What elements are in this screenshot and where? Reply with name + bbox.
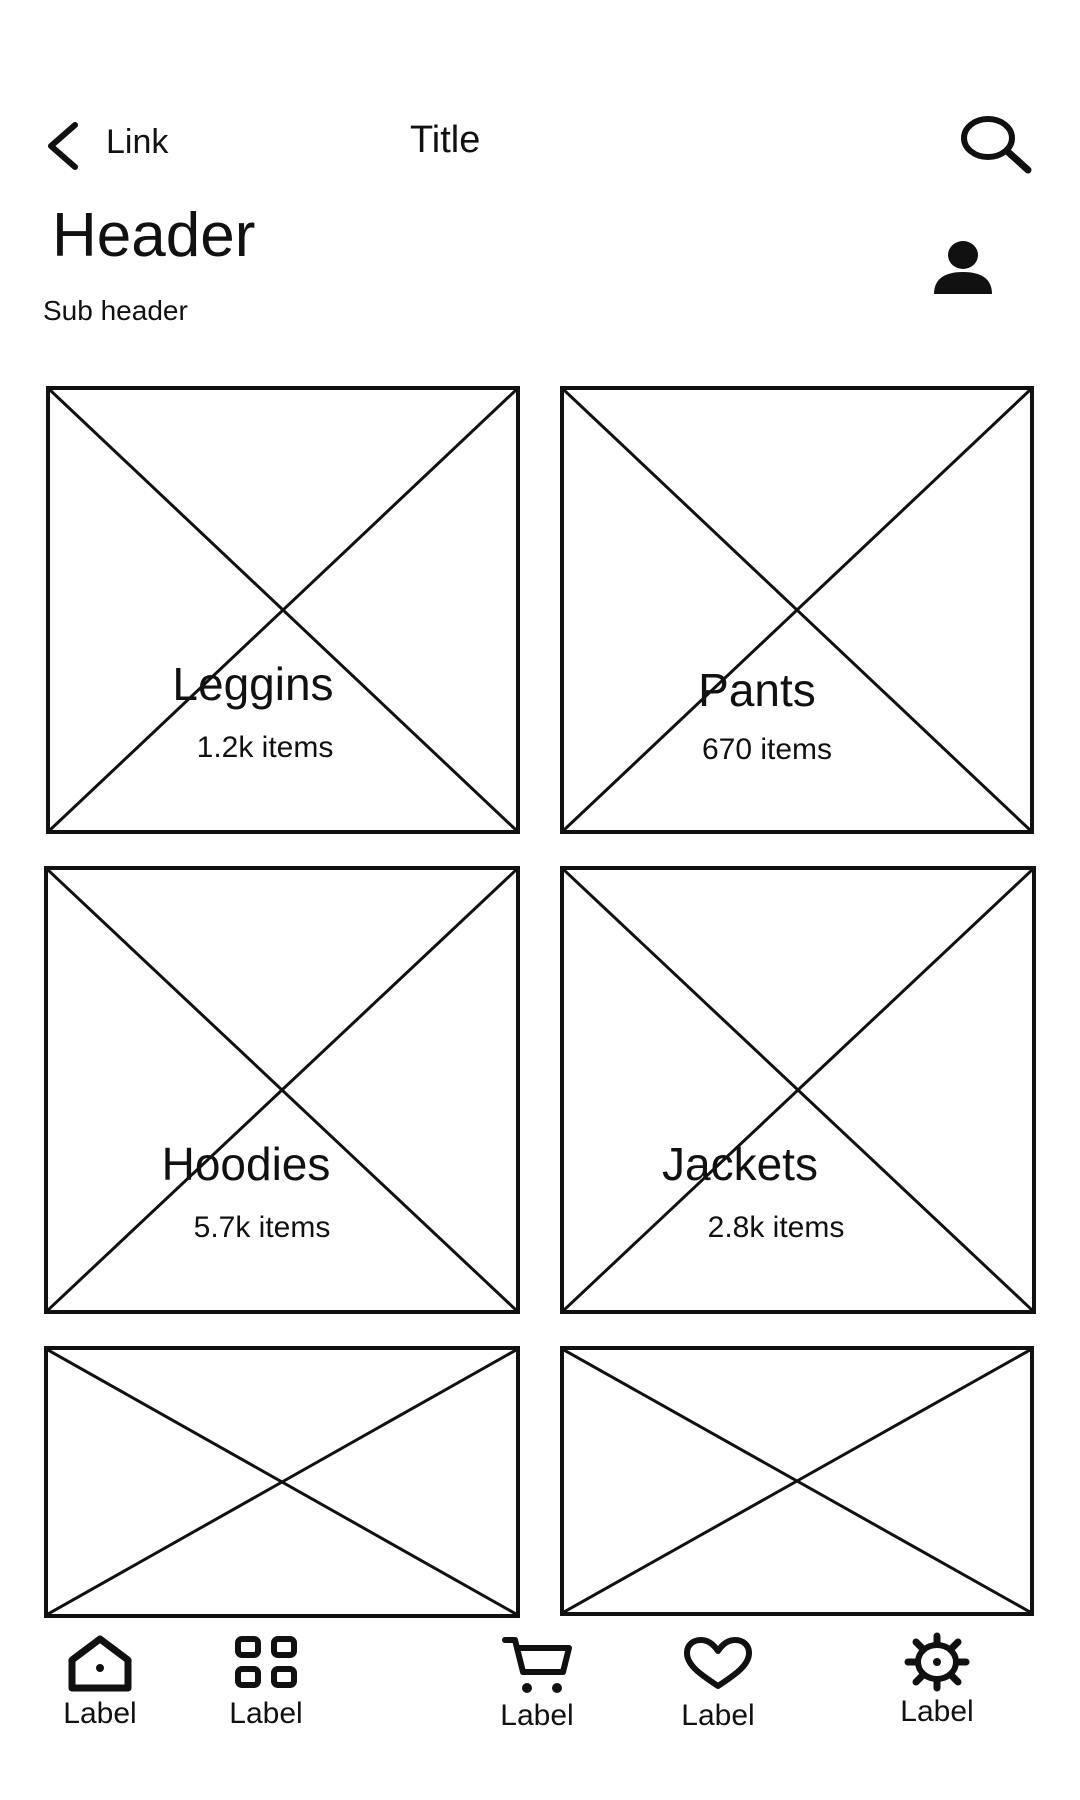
bottom-nav-cart[interactable]: Label	[462, 1634, 612, 1744]
tile-title: Jackets	[662, 1138, 818, 1190]
bottom-nav-home[interactable]: Label	[25, 1634, 175, 1744]
back-button[interactable]	[40, 118, 86, 174]
tile-title: Leggins	[172, 658, 334, 710]
gear-icon	[904, 1632, 970, 1692]
bottom-nav-label: Label	[900, 1695, 974, 1728]
category-tile[interactable]	[44, 1346, 520, 1618]
bottom-nav-label: Label	[500, 1699, 574, 1732]
image-placeholder	[50, 390, 516, 830]
tile-count: 1.2k items	[196, 731, 334, 764]
page-header: Header	[52, 201, 256, 270]
bottom-nav-label: Label	[681, 1699, 755, 1732]
search-button[interactable]	[958, 112, 1034, 178]
bottom-nav-favorites[interactable]: Label	[643, 1636, 793, 1746]
avatar[interactable]	[932, 238, 994, 298]
bottom-nav-label: Label	[63, 1697, 137, 1730]
tile-title: Pants	[698, 664, 816, 716]
image-placeholder	[48, 1350, 516, 1614]
page-subheader: Sub header	[43, 295, 188, 326]
category-tile-hoodies[interactable]: Hoodies 5.7k items	[44, 866, 520, 1314]
image-placeholder	[564, 1350, 1030, 1612]
image-placeholder	[48, 870, 516, 1310]
tile-count: 2.8k items	[707, 1211, 845, 1244]
user-icon	[934, 241, 992, 294]
tile-title: Hoodies	[161, 1138, 331, 1190]
chevron-left-icon	[48, 122, 78, 170]
grid-icon	[235, 1636, 297, 1688]
tile-count: 670 items	[701, 733, 833, 766]
category-tile[interactable]	[560, 1346, 1034, 1616]
bottom-nav-label: Label	[229, 1697, 303, 1730]
image-placeholder	[564, 870, 1032, 1310]
search-icon	[961, 116, 1032, 174]
heart-icon	[684, 1637, 752, 1689]
page-title: Title	[410, 119, 481, 161]
image-placeholder	[564, 390, 1030, 830]
category-tile-pants[interactable]: Pants 670 items	[560, 386, 1034, 834]
tile-count: 5.7k items	[193, 1211, 331, 1244]
back-link[interactable]: Link	[106, 123, 169, 161]
bottom-nav-categories[interactable]: Label	[191, 1634, 341, 1744]
cart-icon	[502, 1637, 572, 1693]
category-tile-leggins[interactable]: Leggins 1.2k items	[46, 386, 520, 834]
home-icon	[68, 1635, 132, 1692]
bottom-nav-settings[interactable]: Label	[862, 1632, 1012, 1742]
category-tile-jackets[interactable]: Jackets 2.8k items	[560, 866, 1036, 1314]
